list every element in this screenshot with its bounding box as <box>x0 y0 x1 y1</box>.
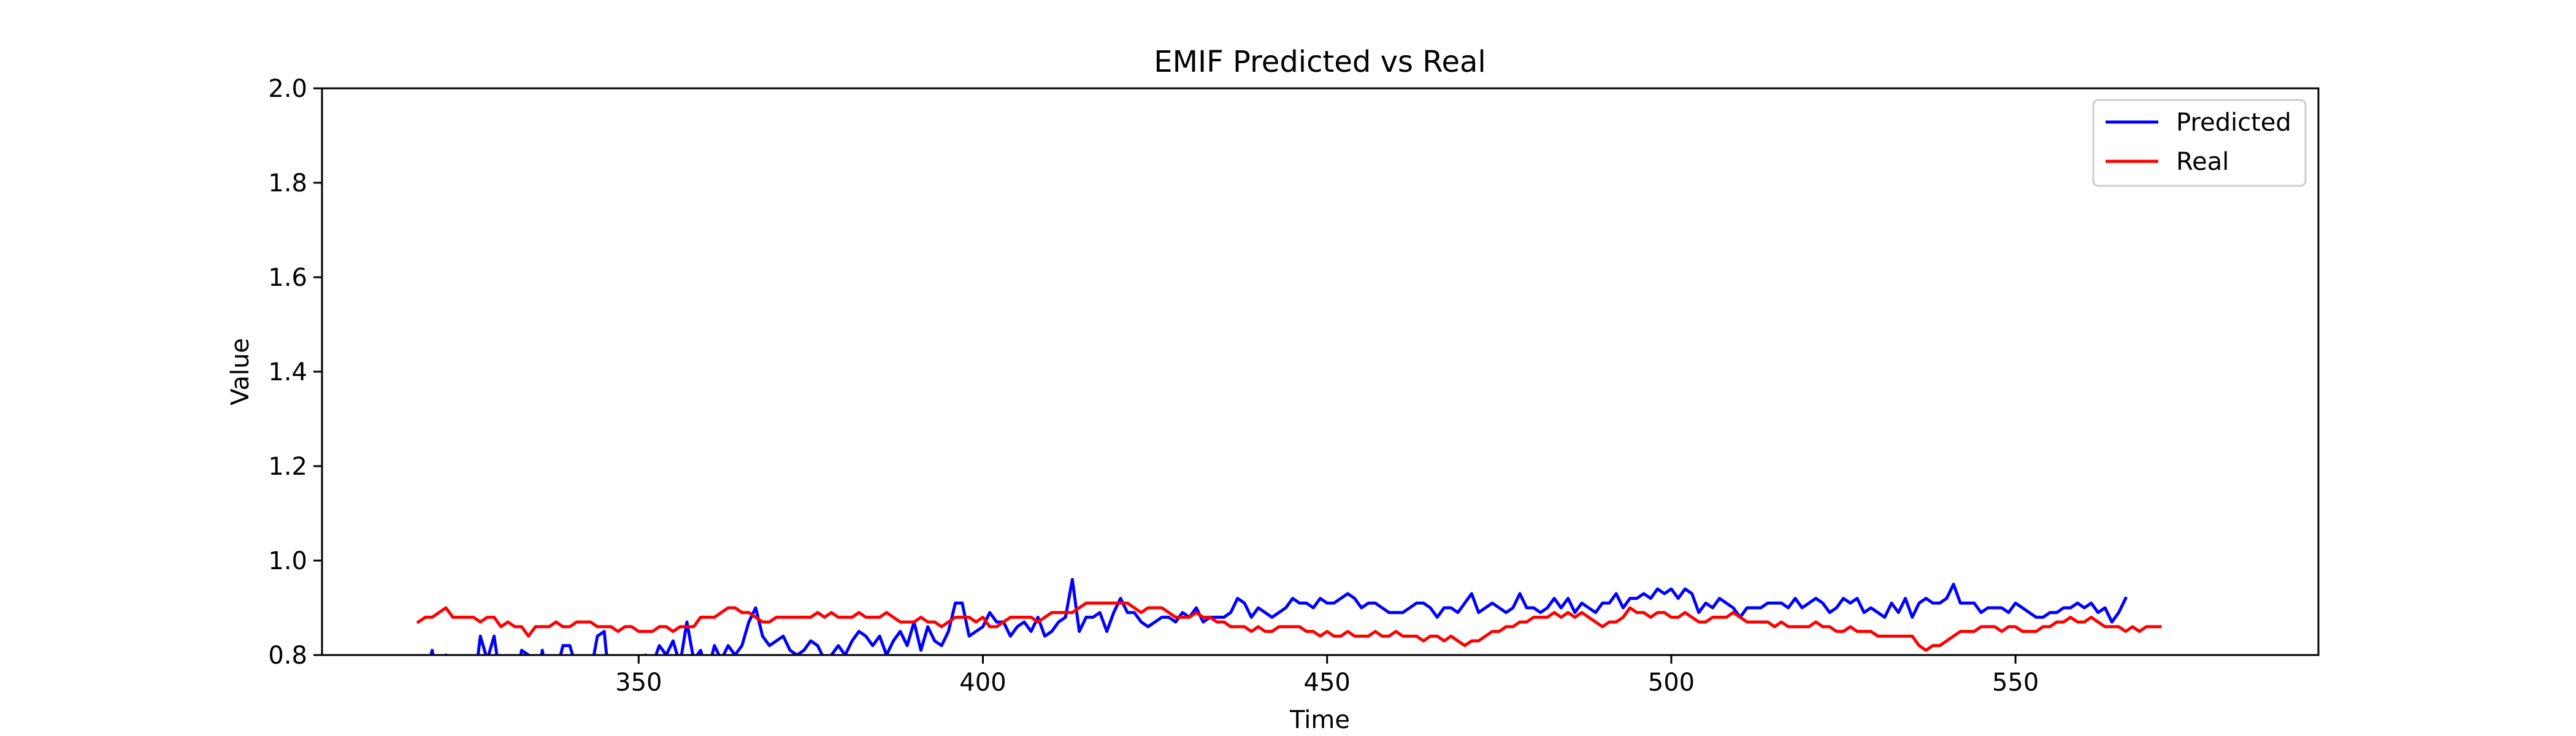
x-tick-label: 350 <box>615 669 662 697</box>
series-layer <box>416 578 2162 655</box>
series-line-real <box>416 601 2162 652</box>
x-axis: 350 400 450 500 550 <box>615 655 2039 697</box>
legend-label-real: Real <box>2176 148 2229 176</box>
x-tick-label: 550 <box>1992 669 2039 697</box>
chart-title: EMIF Predicted vs Real <box>1154 45 1486 79</box>
y-tick-label: 1.0 <box>268 547 307 575</box>
y-tick-label: 1.8 <box>268 169 307 197</box>
legend-label-predicted: Predicted <box>2176 109 2291 137</box>
legend: Predicted Real <box>2092 99 2307 187</box>
y-tick-label: 1.6 <box>268 264 307 292</box>
y-tick-label: 1.4 <box>268 358 307 386</box>
y-tick-label: 2.0 <box>268 75 307 103</box>
series-line-predicted <box>429 578 2128 655</box>
y-tick-label: 1.2 <box>268 453 307 481</box>
y-tick-label: 0.8 <box>268 642 307 670</box>
x-tick-label: 450 <box>1304 669 1351 697</box>
y-axis: 0.8 1.0 1.2 1.4 1.6 1.8 2.0 <box>268 75 322 670</box>
x-tick-label: 500 <box>1648 669 1695 697</box>
x-tick-label: 400 <box>959 669 1006 697</box>
x-axis-label: Time <box>1289 706 1350 734</box>
y-axis-label: Value <box>226 338 255 405</box>
